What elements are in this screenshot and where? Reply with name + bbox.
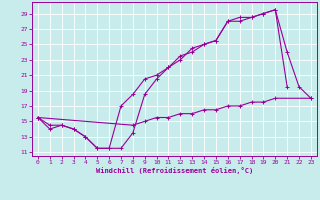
X-axis label: Windchill (Refroidissement éolien,°C): Windchill (Refroidissement éolien,°C) bbox=[96, 167, 253, 174]
